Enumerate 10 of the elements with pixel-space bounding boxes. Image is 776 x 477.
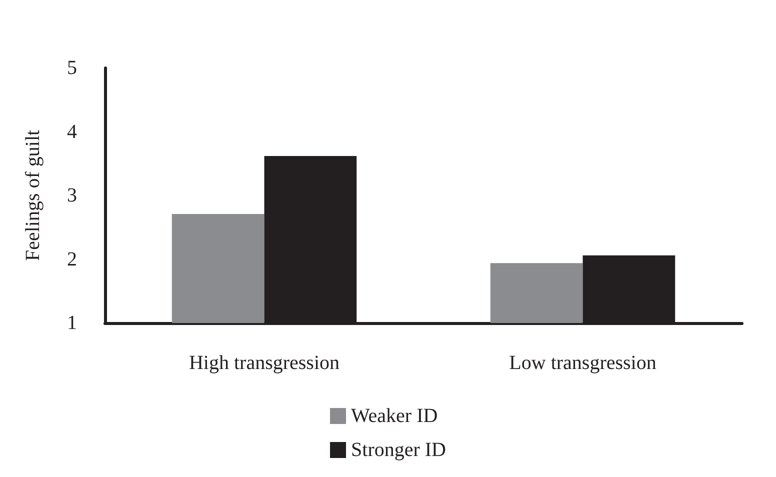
y-tick-label: 1 — [67, 312, 77, 334]
y-tick-label: 5 — [67, 57, 77, 79]
y-tick-label: 2 — [67, 248, 77, 270]
y-axis-title: Feelings of guilt — [22, 130, 44, 262]
y-tick-label: 3 — [67, 184, 77, 206]
legend-label: Stronger ID — [351, 439, 446, 461]
legend-label: Weaker ID — [351, 405, 438, 427]
x-tick-label: Low transgression — [509, 352, 656, 374]
x-tick-label: High transgression — [188, 352, 340, 374]
y-tick-label: 4 — [67, 120, 77, 143]
